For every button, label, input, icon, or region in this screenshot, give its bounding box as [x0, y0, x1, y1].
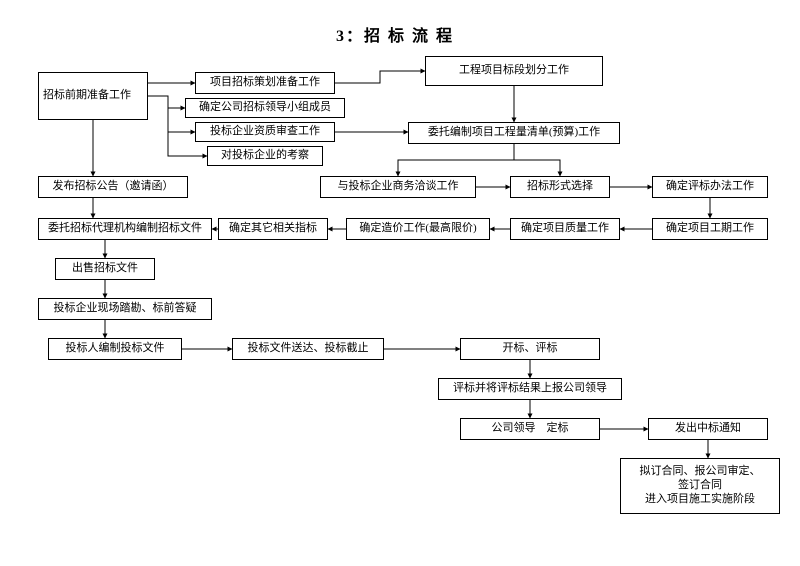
node-n18: 投标企业现场踏勘、标前答疑 [38, 298, 212, 320]
node-n24: 发出中标通知 [648, 418, 768, 440]
node-n14: 确定项目工期工作 [652, 218, 768, 240]
node-n9: 招标形式选择 [510, 176, 610, 198]
node-n20: 投标文件送达、投标截止 [232, 338, 384, 360]
edge-n7-n9 [514, 144, 560, 176]
node-n16: 委托招标代理机构编制招标文件 [38, 218, 212, 240]
node-n25: 拟订合同、报公司审定、签订合同进入项目施工实施阶段 [620, 458, 780, 514]
node-n15: 发布招标公告（邀请函） [38, 176, 188, 198]
node-n12: 确定造价工作(最高限价) [346, 218, 490, 240]
node-n13: 确定项目质量工作 [510, 218, 620, 240]
node-n8: 与投标企业商务洽谈工作 [320, 176, 476, 198]
node-n11: 确定其它相关指标 [218, 218, 328, 240]
flowchart-canvas: 3：招 标 流 程 招标前期准备工作 项目招标策划准备工作确定公司招标领导小组成员… [0, 0, 800, 566]
node-n19: 投标人编制投标文件 [48, 338, 182, 360]
node-n3: 确定公司招标领导小组成员 [185, 98, 345, 118]
node-n4: 投标企业资质审查工作 [195, 122, 335, 142]
node-n7: 委托编制项目工程量清单(预算)工作 [408, 122, 620, 144]
node-n5: 对投标企业的考察 [207, 146, 323, 166]
node-n6: 工程项目标段划分工作 [425, 56, 603, 86]
edge-n2-n6 [335, 71, 425, 83]
node-n2: 项目招标策划准备工作 [195, 72, 335, 94]
edge-n1-n3 [148, 96, 185, 108]
node-n17: 出售招标文件 [55, 258, 155, 280]
node-n22: 评标并将评标结果上报公司领导 [438, 378, 622, 400]
edge-n7-n8 [398, 144, 514, 176]
chart-title: 3：招 标 流 程 [336, 22, 454, 46]
node-n1: 招标前期准备工作 [38, 72, 148, 120]
node-n21: 开标、评标 [460, 338, 600, 360]
node-n10: 确定评标办法工作 [652, 176, 768, 198]
node-n23: 公司领导 定标 [460, 418, 600, 440]
